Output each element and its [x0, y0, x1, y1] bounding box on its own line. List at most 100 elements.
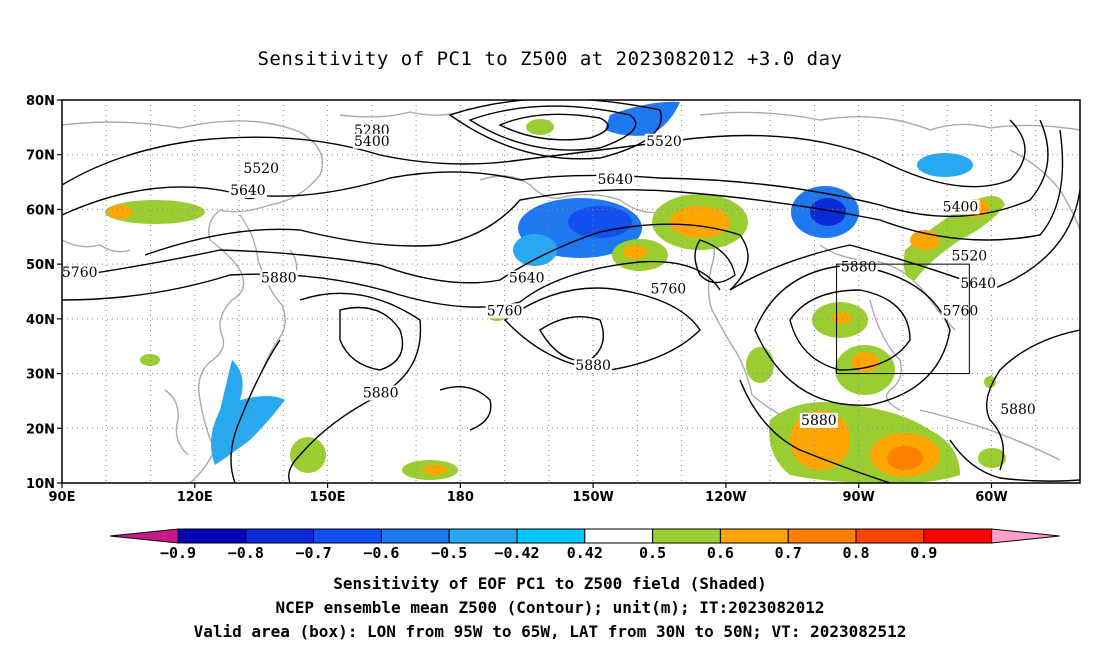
contour-label-text: 5880 — [801, 413, 837, 429]
colorbar-tick-label: −0.7 — [296, 544, 332, 562]
lat-tick-label: 70N — [26, 149, 55, 164]
contour-label-bg — [959, 276, 998, 292]
contour-label-bg — [228, 183, 267, 199]
contour-label: 5880 — [574, 358, 613, 374]
colorbar-tick-label: 0.8 — [842, 544, 869, 562]
lat-tick-label: 80N — [26, 94, 55, 109]
contour-label-text: 5880 — [841, 260, 877, 276]
contour-label-bg — [242, 161, 281, 177]
colorbar-segment — [923, 528, 993, 544]
contour-label-bg — [574, 358, 613, 374]
colorbar-low-triangle — [109, 528, 179, 544]
contour-label-bg — [999, 401, 1038, 417]
contour-label-bg — [941, 303, 980, 319]
contour-label-bg — [644, 133, 683, 149]
lat-tick-label: 10N — [26, 477, 55, 492]
contour-label: 5760 — [649, 281, 688, 298]
contour-label-bg — [941, 199, 980, 215]
contour-label-bg — [596, 172, 635, 188]
contour-label: 5520 — [242, 161, 281, 177]
contour-label: 5880 — [259, 270, 298, 287]
colorbar: −0.9 −0.8 −0.7 −0.6 −0.5 −0.42 0.42 0.5 0.6 0.7 0.… — [109, 528, 1060, 562]
colorbar-segment — [245, 528, 315, 544]
contour-label-bg — [361, 385, 400, 401]
z500-contours — [62, 100, 1080, 483]
colorbar-high-triangle — [991, 528, 1060, 544]
contour-label-text: 5880 — [261, 271, 297, 287]
lat-tick-label: 30N — [26, 368, 55, 383]
lon-tick-label: 60W — [975, 490, 1007, 505]
colorbar-tick-label: 0.6 — [707, 544, 734, 562]
contour-label-bg — [62, 265, 99, 281]
contour-label: 5760 — [62, 265, 99, 281]
lon-tick-label: 120W — [705, 490, 746, 505]
lon-tick-label: 180 — [447, 490, 474, 505]
contour-label-text: 5640 — [509, 271, 545, 287]
valid-area-box — [836, 263, 970, 375]
colorbar-segment — [787, 528, 857, 544]
contour-label-text: 5640 — [960, 276, 996, 292]
contour-label-text: 5520 — [243, 161, 279, 177]
colorbar-tick-label: −0.5 — [431, 544, 467, 562]
contour-label: 5880 — [839, 259, 878, 276]
colorbar-tick-label: −0.6 — [363, 544, 399, 562]
contour-label-text: 5520 — [646, 134, 682, 150]
contour-label-text: 5880 — [1000, 402, 1036, 418]
contour-label: 5880 — [999, 401, 1038, 418]
contour-label: 5760 — [941, 303, 980, 319]
colorbar-segment — [516, 528, 586, 544]
contour-label-text: 5880 — [575, 358, 611, 374]
caption-line-2: NCEP ensemble mean Z500 (Contour); unit(… — [275, 598, 825, 617]
contour-label-text: 5400 — [943, 199, 979, 215]
contour-label: 5400 — [352, 133, 391, 150]
colorbar-tick-label: −0.9 — [160, 544, 196, 562]
contour-label: 5880 — [361, 385, 400, 401]
contour-label-text: 5760 — [943, 303, 979, 319]
map-frame — [61, 99, 1081, 484]
colorbar-segment — [584, 528, 654, 544]
contour-label-text: 5640 — [597, 172, 633, 188]
colorbar-tick-label: 0.42 — [567, 544, 603, 562]
lon-tick-label: 90W — [842, 490, 874, 505]
lon-tick-label: 120E — [177, 490, 213, 505]
map-title: Sensitivity of PC1 to Z500 at 2023082012… — [257, 48, 843, 70]
contour-label: 5640 — [507, 270, 546, 287]
contour-label-text: 5760 — [62, 265, 98, 281]
contour-label-text: 5760 — [651, 282, 687, 298]
contour-label: 5760 — [485, 303, 524, 319]
contour-label-text: 5760 — [487, 303, 523, 319]
contour-label-bg — [485, 303, 524, 319]
contour-label: 5400 — [941, 199, 980, 215]
contour-label-bg — [259, 270, 298, 286]
colorbar-segment — [855, 528, 925, 544]
contour-label: 5640 — [228, 183, 267, 199]
contour-label-bg — [950, 248, 989, 264]
contour-label-text: 5880 — [363, 385, 399, 401]
contour-label: 5640 — [596, 172, 635, 188]
contour-label-bg — [839, 259, 878, 275]
colorbar-segment — [313, 528, 382, 544]
colorbar-segment — [177, 528, 247, 544]
colorbar-segment — [448, 528, 518, 544]
contour-label-bg — [649, 281, 688, 297]
contour-label-text: 5520 — [952, 249, 988, 265]
contour-label-bg — [799, 412, 838, 428]
lon-tick-label: 90E — [49, 490, 76, 505]
colorbar-segment — [380, 528, 450, 544]
contour-label: 5520 — [950, 248, 989, 265]
caption-line-3: Valid area (box): LON from 95W to 65W, L… — [193, 622, 907, 641]
colorbar-tick-label: 0.7 — [775, 544, 802, 562]
contour-label: 5880 — [799, 412, 838, 429]
lat-tick-label: 20N — [26, 422, 55, 437]
caption-line-1: Sensitivity of EOF PC1 to Z500 field (Sh… — [333, 574, 767, 593]
contour-label-bg — [352, 133, 391, 149]
contour-label-bg — [507, 270, 546, 286]
colorbar-tick-label: 0.5 — [639, 544, 666, 562]
contour-label: 5640 — [959, 276, 998, 292]
colorbar-segment — [719, 528, 789, 544]
colorbar-segment — [652, 528, 721, 544]
lat-tick-label: 60N — [26, 203, 55, 218]
